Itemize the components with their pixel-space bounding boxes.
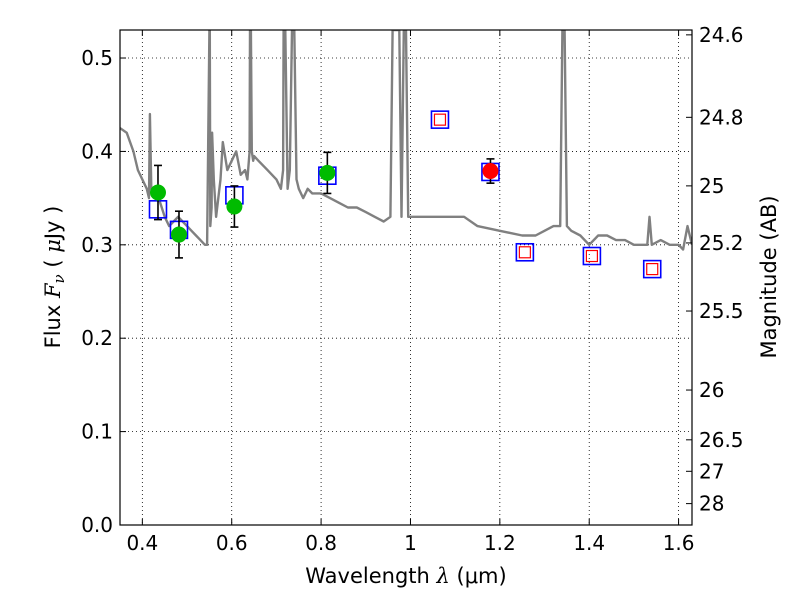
upper-limit-square bbox=[585, 249, 599, 263]
detection-point bbox=[482, 163, 499, 180]
x-tick-label: 0.4 bbox=[126, 531, 158, 555]
upper-limit-square bbox=[433, 113, 447, 126]
y2-tick-label: 26 bbox=[699, 378, 724, 402]
y2-tick-label: 27 bbox=[699, 459, 724, 483]
y-axis-title: Flux Fν ( μJy ) bbox=[41, 206, 68, 349]
upper-limit-square bbox=[518, 246, 531, 259]
y2-tick-label: 28 bbox=[699, 492, 724, 516]
spectrum-line bbox=[120, 30, 692, 251]
y2-tick-label: 24.8 bbox=[699, 105, 744, 129]
y-tick-label: 0.1 bbox=[81, 420, 113, 444]
x-tick-label: 1.4 bbox=[573, 531, 605, 555]
detection-point bbox=[319, 164, 336, 181]
y2-axis-title: Magnitude (AB) bbox=[757, 195, 781, 358]
detection-point bbox=[149, 184, 166, 201]
x-tick-label: 1 bbox=[404, 531, 417, 555]
x-tick-label: 1.6 bbox=[663, 531, 695, 555]
y2-tick-label: 25 bbox=[699, 174, 724, 198]
y-tick-label: 0.0 bbox=[81, 513, 113, 537]
detection-point bbox=[226, 198, 243, 215]
detection-point bbox=[170, 226, 187, 243]
y-tick-label: 0.3 bbox=[81, 233, 113, 257]
y2-tick-label: 25.2 bbox=[699, 231, 744, 255]
x-axis-title: Wavelength λ (μm) bbox=[305, 564, 506, 588]
x-tick-label: 0.6 bbox=[216, 531, 248, 555]
y2-tick-label: 24.6 bbox=[699, 23, 744, 47]
upper-limit-square bbox=[646, 262, 659, 276]
model-flux-square bbox=[515, 242, 535, 262]
model-flux-square bbox=[430, 110, 450, 129]
y2-tick-label: 25.5 bbox=[699, 299, 744, 323]
model-spectrum bbox=[120, 30, 692, 251]
y-tick-label: 0.5 bbox=[81, 46, 113, 70]
y2-tick-label: 26.5 bbox=[699, 428, 744, 452]
x-tick-label: 0.8 bbox=[305, 531, 337, 555]
y-tick-label: 0.2 bbox=[81, 326, 113, 350]
plot-frame bbox=[119, 29, 693, 526]
x-tick-label: 1.2 bbox=[484, 531, 516, 555]
model-flux-square bbox=[582, 246, 602, 266]
markers bbox=[148, 110, 662, 279]
ticks: 0.4 0.6 0.8 1 1.2 1.4 1.6 0.0 0.1 0.2 0.3 0.4 0.5 24.… bbox=[81, 23, 743, 555]
model-flux-square bbox=[642, 259, 662, 279]
y-tick-label: 0.4 bbox=[81, 139, 113, 163]
